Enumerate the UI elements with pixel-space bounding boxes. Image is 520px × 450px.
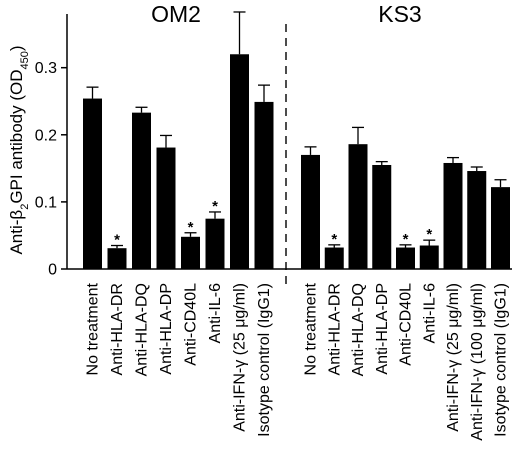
category-label: Anti-IL-6	[421, 283, 438, 344]
significance-star: *	[212, 198, 218, 215]
significance-star: *	[403, 231, 409, 248]
category-label: Anti-CD40L	[183, 283, 200, 366]
bar	[372, 164, 392, 269]
category-label: Anti-IFN-γ (100 μg/ml)	[469, 283, 486, 441]
bar	[419, 245, 439, 269]
panel-title-om2: OM2	[151, 1, 201, 27]
bar	[156, 147, 176, 269]
y-tick-label: 0.2	[35, 127, 57, 144]
category-label: Isotype control (IgG1)	[493, 283, 510, 437]
category-label: Anti-HLA-DQ	[134, 283, 151, 376]
bars: * * * * * *	[83, 11, 510, 270]
bar	[467, 171, 487, 269]
category-label: Anti-HLA-DP	[158, 283, 175, 375]
category-label: Anti-IL-6	[207, 283, 224, 344]
bar	[301, 154, 320, 269]
bar	[396, 247, 415, 269]
y-ticks: 0 0.1 0.2 0.3	[35, 60, 67, 279]
category-label: Anti-IFN-γ (25 μg/ml)	[445, 283, 462, 432]
category-label: Anti-HLA-DR	[326, 283, 343, 375]
significance-star: *	[331, 231, 337, 248]
significance-star: *	[426, 226, 432, 243]
bar	[324, 247, 344, 269]
significance-star: *	[188, 219, 194, 236]
bar	[230, 54, 249, 270]
category-label: Anti-CD40L	[398, 283, 415, 366]
bar	[107, 248, 127, 269]
bar	[254, 101, 274, 269]
panel-title-ks3: KS3	[378, 1, 421, 27]
y-tick-label: 0	[48, 262, 57, 279]
category-label: Anti-HLA-DP	[374, 283, 391, 375]
category-label: No treatment	[85, 282, 102, 375]
y-axis-label: Anti-β2GPI antibody (OD450)	[7, 45, 31, 254]
bar	[132, 112, 151, 269]
bar	[205, 218, 225, 269]
category-label: Anti-HLA-DR	[109, 283, 126, 375]
y-tick-label: 0.3	[35, 60, 57, 77]
y-tick-label: 0.1	[35, 194, 57, 211]
category-label: No treatment	[303, 282, 320, 375]
bar	[83, 98, 102, 269]
category-label: Anti-IFN-γ (25 μg/ml)	[232, 283, 249, 432]
category-labels: No treatment Anti-HLA-DR Anti-HLA-DQ Anti-H…	[85, 282, 510, 440]
bar	[491, 187, 510, 269]
bar	[443, 162, 463, 269]
category-label: Isotype control (IgG1)	[256, 283, 273, 437]
category-label: Anti-HLA-DQ	[350, 283, 367, 376]
significance-star: *	[114, 232, 120, 249]
bar	[348, 144, 368, 269]
bar	[181, 236, 200, 269]
